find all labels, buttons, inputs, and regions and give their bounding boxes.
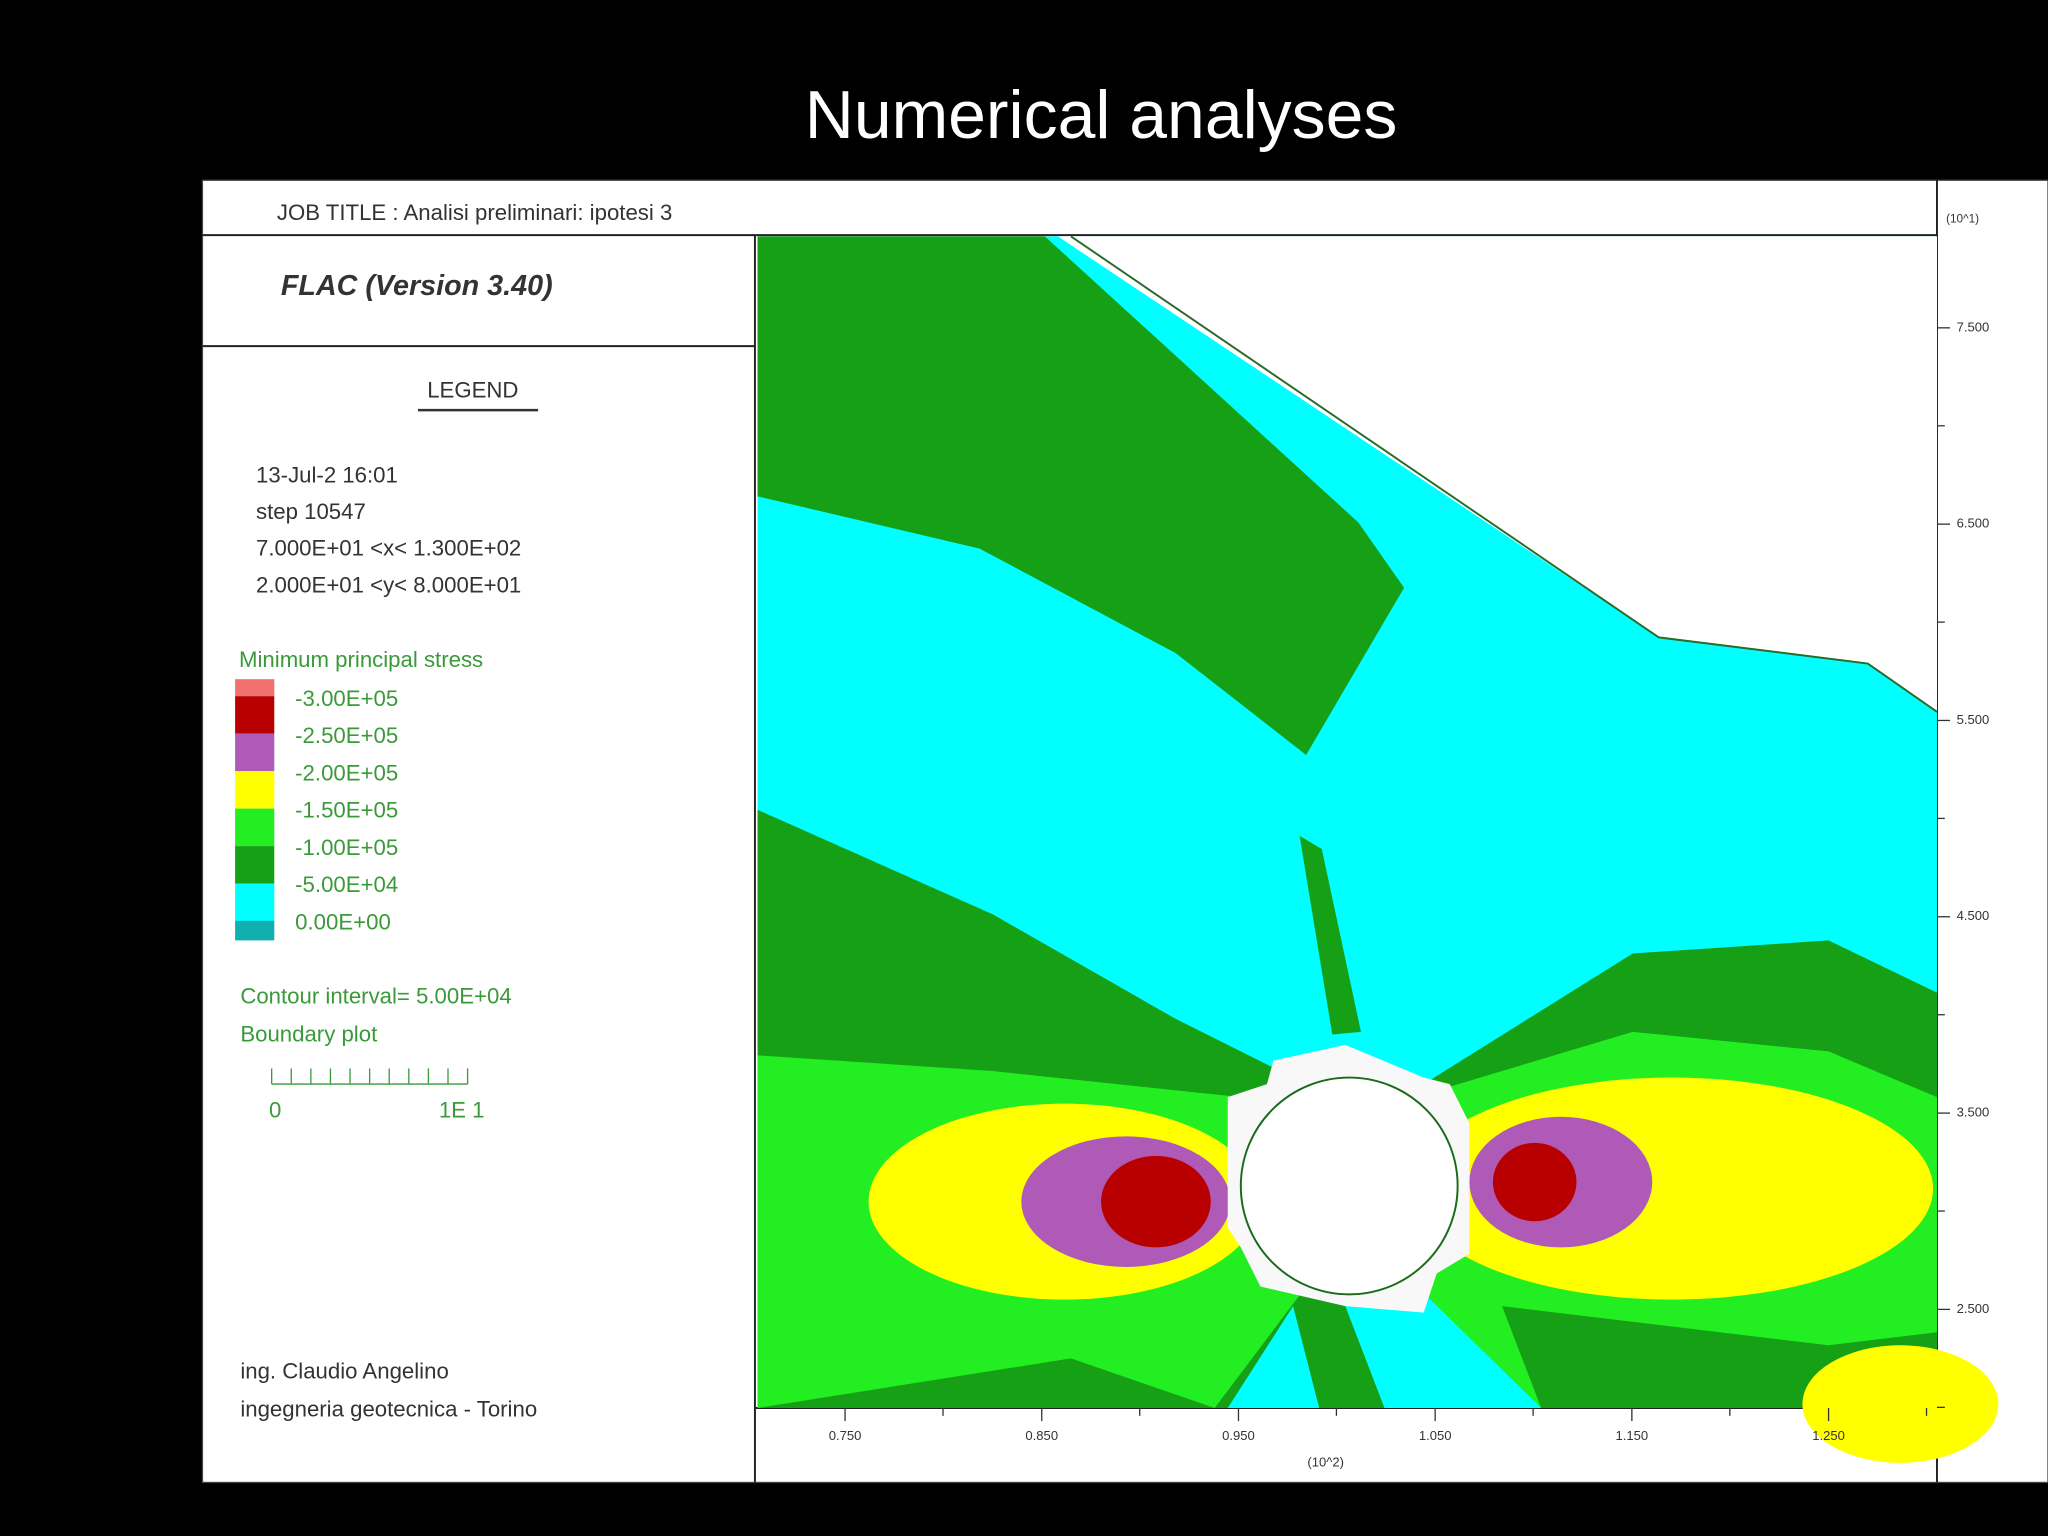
tunnel [1239, 1076, 1459, 1296]
y-tick-label: 2.500 [1957, 1301, 1990, 1316]
legend-info: 13-Jul-2 16:01 [256, 463, 398, 488]
job-title: JOB TITLE : Analisi preliminari: ipotesi… [277, 200, 672, 225]
legend-heading: LEGEND [427, 378, 518, 403]
x-tick-label: 0.750 [829, 1428, 862, 1443]
swatch [235, 920, 275, 941]
swatch [235, 733, 275, 772]
swatch [235, 771, 275, 809]
legend-level: 0.00E+00 [295, 909, 391, 934]
legend-info: 2.000E+01 <y< 8.000E+01 [256, 572, 521, 597]
legend-level: -3.00E+05 [295, 686, 398, 711]
credit: ingegneria geotecnica - Torino [240, 1396, 537, 1421]
contour-title: Minimum principal stress [239, 647, 483, 672]
y-tick-label: 6.500 [1957, 516, 1990, 531]
legend-level: -5.00E+04 [295, 872, 398, 897]
generated: 13-Jul-2 16:01 step 10547 7.000E+01 <x< 1.… [235, 319, 1989, 1469]
contour-zone [1057, 236, 1937, 712]
y-tick-label: 7.500 [1957, 319, 1990, 334]
swatch [235, 846, 275, 884]
x-tick-label: 1.250 [1812, 1428, 1845, 1443]
x-unit: (10^2) [1307, 1454, 1344, 1469]
contour-zone [1101, 1155, 1211, 1248]
scale-start: 0 [269, 1097, 281, 1122]
x-tick-label: 1.150 [1616, 1428, 1649, 1443]
legend-level: -2.00E+05 [295, 760, 398, 785]
y-tick-label: 5.500 [1957, 712, 1990, 727]
scale-end: 1E 1 [439, 1097, 485, 1122]
y-tick-label: 3.500 [1957, 1105, 1990, 1120]
swatch [235, 883, 275, 922]
contour-zone [1492, 1142, 1577, 1222]
contour-zone [1227, 1306, 1320, 1408]
slide-title: Numerical analyses [805, 78, 1398, 153]
y-unit: (10^1) [1946, 213, 1979, 226]
contour-zone [1345, 1293, 1542, 1408]
contour-zone [1802, 1345, 1999, 1463]
boundary-plot: Boundary plot [240, 1022, 377, 1047]
legend-level: -2.50E+05 [295, 723, 398, 748]
legend-info: 7.000E+01 <x< 1.300E+02 [256, 536, 521, 561]
legend-level: -1.00E+05 [295, 835, 398, 860]
contour-zone [757, 236, 1405, 755]
credit: ing. Claudio Angelino [240, 1359, 448, 1384]
program: FLAC (Version 3.40) [281, 270, 553, 302]
x-tick-label: 1.050 [1419, 1428, 1452, 1443]
y-tick-label: 4.500 [1957, 908, 1990, 923]
swatch [235, 679, 275, 697]
contour-plot [757, 235, 1999, 1463]
swatch [235, 808, 275, 847]
x-tick-label: 0.850 [1025, 1428, 1058, 1443]
legend-level: -1.50E+05 [295, 798, 398, 823]
swatch [235, 696, 275, 734]
x-tick-label: 0.950 [1222, 1428, 1255, 1443]
contour-zone [1299, 835, 1361, 1035]
contour-interval: Contour interval= 5.00E+04 [240, 984, 511, 1009]
legend-info: step 10547 [256, 499, 366, 524]
boundary [1070, 235, 1938, 713]
